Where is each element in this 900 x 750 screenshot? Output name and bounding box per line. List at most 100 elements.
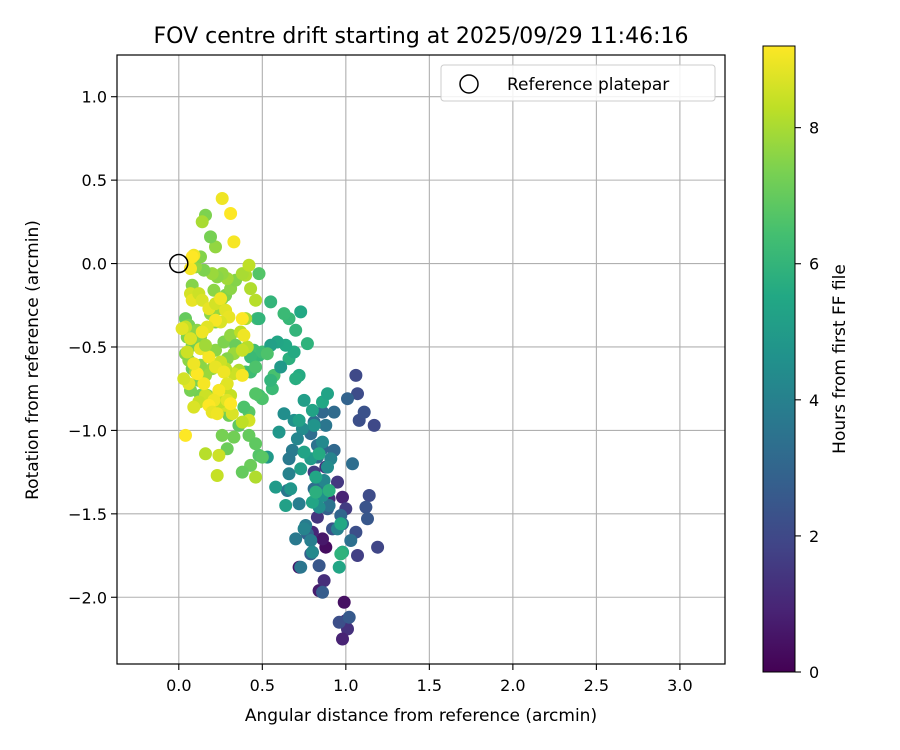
data-point [316, 435, 329, 449]
x-tick-label: 3.0 [667, 676, 692, 695]
data-point [351, 387, 364, 401]
data-point [260, 347, 274, 361]
data-point [346, 457, 359, 471]
colorbar-label: Hours from first FF file [830, 264, 850, 454]
data-point [209, 240, 222, 254]
data-point [212, 448, 226, 462]
data-point [237, 328, 251, 342]
data-point [175, 322, 189, 336]
data-point [332, 615, 346, 629]
data-point [294, 305, 308, 319]
data-point [235, 312, 249, 326]
data-point [312, 447, 326, 461]
data-point [199, 447, 212, 461]
chart-title: FOV centre drift starting at 2025/09/29 … [154, 24, 689, 49]
data-point [235, 465, 249, 479]
data-point [279, 499, 293, 512]
data-point [342, 610, 356, 624]
data-point [242, 258, 256, 272]
data-point [252, 267, 266, 281]
data-point [336, 632, 349, 646]
data-point [316, 585, 329, 599]
data-point [252, 312, 266, 326]
y-tick-label: 1.0 [82, 88, 107, 107]
data-point [309, 485, 323, 499]
x-axis-ticks: 0.0 0.5 1.0 1.5 2.0 2.5 3.0 [166, 664, 693, 695]
data-point [307, 418, 321, 432]
data-point [202, 350, 216, 364]
y-tick-label: −0.5 [68, 338, 107, 357]
y-tick-label: 0.5 [82, 171, 107, 190]
x-axis-label: Angular distance from reference (arcmin) [245, 706, 597, 726]
data-point [212, 383, 226, 397]
colorbar-tick-label: 2 [809, 527, 819, 546]
data-point [321, 460, 334, 474]
data-point [289, 372, 303, 386]
data-point [294, 560, 308, 574]
colorbar-tick-label: 0 [809, 663, 819, 682]
data-point [331, 475, 344, 489]
reference-platepar-marker [169, 253, 189, 274]
data-point [227, 235, 241, 249]
data-point [204, 230, 217, 244]
data-point [341, 392, 354, 406]
data-point [282, 452, 296, 466]
data-point [336, 490, 349, 504]
y-tick-label: −1.0 [68, 421, 107, 440]
data-point [195, 215, 209, 229]
data-point [269, 480, 283, 494]
colorbar-tick-label: 6 [809, 255, 819, 274]
data-point [264, 295, 278, 309]
data-point [362, 489, 376, 502]
data-point [272, 425, 286, 439]
y-axis-label: Rotation from reference (arcmin) [23, 220, 43, 500]
data-point [351, 549, 364, 562]
data-point [244, 282, 258, 296]
data-point [277, 307, 291, 321]
data-point [284, 482, 298, 496]
data-point [187, 357, 201, 371]
data-point [294, 462, 308, 476]
data-point [224, 397, 238, 411]
data-point [319, 418, 333, 432]
data-point [264, 373, 278, 387]
y-axis-ticks: −2.0 −1.5 −1.0 −0.5 0.0 0.5 1.0 [68, 88, 117, 607]
data-point [316, 405, 329, 419]
data-point [292, 497, 306, 511]
data-point [349, 368, 363, 382]
y-tick-label: 0.0 [82, 255, 107, 274]
data-point [224, 207, 238, 220]
data-point [305, 545, 319, 559]
data-point [357, 405, 371, 419]
data-point [225, 407, 239, 421]
data-point [297, 522, 311, 536]
colorbar-tick-label: 8 [809, 119, 819, 138]
data-point [215, 192, 229, 205]
data-point [322, 484, 336, 497]
x-tick-label: 1.5 [417, 676, 442, 695]
data-point [185, 250, 199, 264]
legend-entry-reference-platepar: Reference platepar [507, 75, 669, 95]
reference-marker-group [169, 253, 189, 274]
x-tick-label: 0.0 [166, 676, 191, 695]
data-point [305, 403, 319, 417]
x-tick-label: 1.0 [333, 676, 358, 695]
data-point [180, 345, 194, 359]
data-point [334, 517, 348, 531]
data-point [197, 377, 211, 391]
data-point [290, 432, 304, 446]
y-tick-label: −1.5 [68, 505, 107, 524]
data-point [322, 499, 336, 512]
data-point [304, 534, 318, 547]
data-point [249, 387, 263, 401]
data-point [297, 393, 311, 407]
colorbar-tick-label: 4 [809, 391, 819, 410]
data-point [215, 428, 229, 442]
legend-box [440, 64, 716, 102]
data-point [316, 532, 329, 546]
data-point [177, 372, 191, 386]
data-point [237, 400, 251, 414]
data-point [214, 292, 228, 306]
data-point [334, 547, 348, 561]
data-point [359, 500, 373, 514]
